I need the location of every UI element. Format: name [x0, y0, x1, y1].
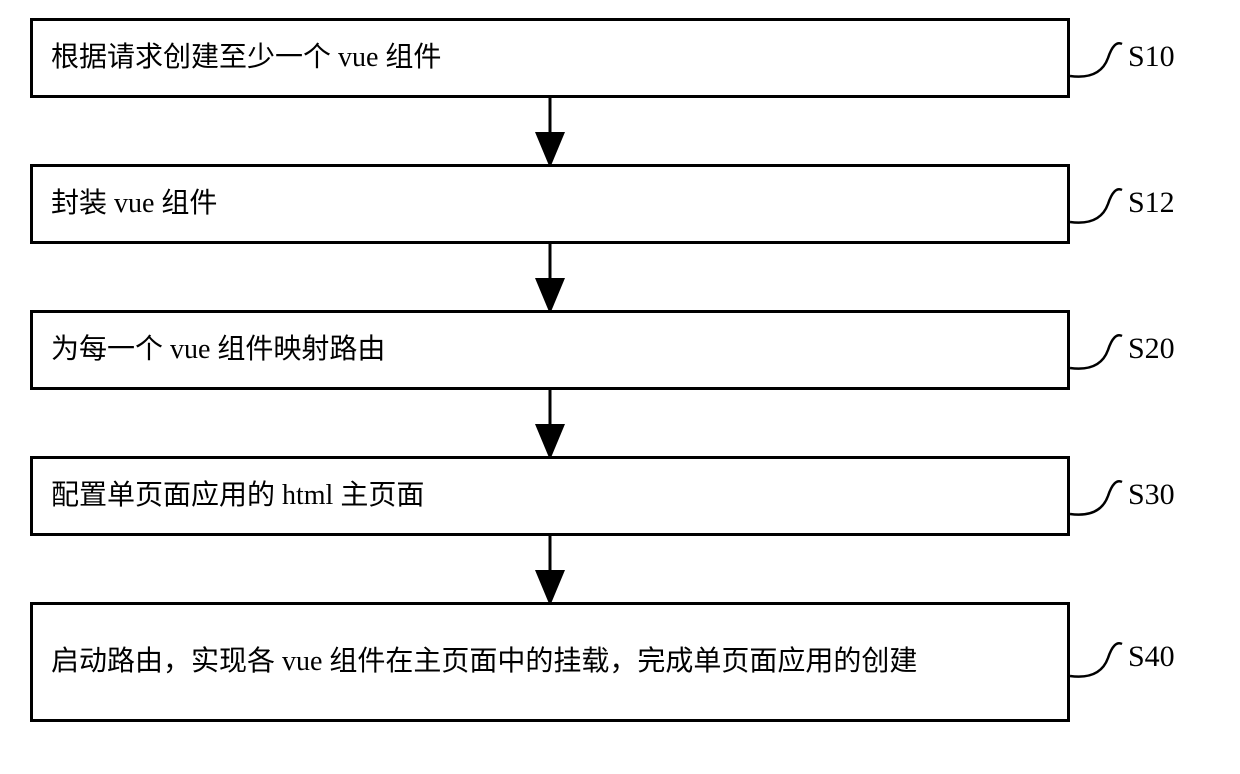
step-box-S10: 根据请求创建至少一个 vue 组件	[30, 18, 1070, 98]
flowchart-canvas: 根据请求创建至少一个 vue 组件封装 vue 组件为每一个 vue 组件映射路…	[0, 0, 1240, 774]
step-label-S12: S12	[1128, 186, 1175, 220]
step-label-S20: S20	[1128, 332, 1175, 366]
label-connector-S30	[1070, 481, 1122, 514]
label-connector-S20	[1070, 335, 1122, 368]
step-text-S10: 根据请求创建至少一个 vue 组件	[51, 37, 441, 79]
label-connector-S12	[1070, 189, 1122, 222]
step-box-S30: 配置单页面应用的 html 主页面	[30, 456, 1070, 536]
step-text-S20: 为每一个 vue 组件映射路由	[51, 329, 385, 371]
step-box-S20: 为每一个 vue 组件映射路由	[30, 310, 1070, 390]
step-text-S30: 配置单页面应用的 html 主页面	[51, 475, 424, 517]
step-text-S12: 封装 vue 组件	[51, 183, 217, 225]
label-connector-S10	[1070, 43, 1122, 76]
step-box-S40: 启动路由，实现各 vue 组件在主页面中的挂载，完成单页面应用的创建	[30, 602, 1070, 722]
step-label-S30: S30	[1128, 478, 1175, 512]
step-box-S12: 封装 vue 组件	[30, 164, 1070, 244]
step-text-S40: 启动路由，实现各 vue 组件在主页面中的挂载，完成单页面应用的创建	[51, 641, 917, 683]
step-label-S10: S10	[1128, 40, 1175, 74]
label-connector-S40	[1070, 643, 1122, 676]
step-label-S40: S40	[1128, 640, 1175, 674]
